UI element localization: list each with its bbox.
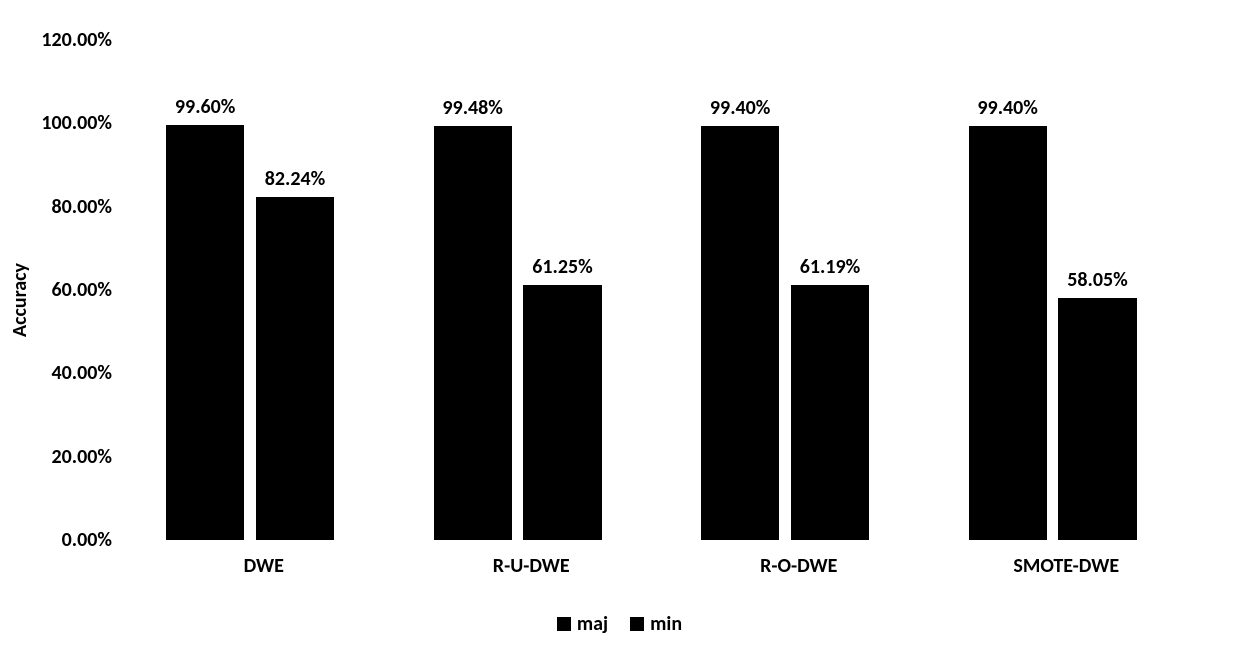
- y-tick-label: 0.00%: [62, 528, 130, 552]
- data-label-maj: 99.40%: [710, 96, 770, 126]
- y-tick-label: 60.00%: [52, 278, 130, 302]
- y-tick-label: 120.00%: [41, 28, 130, 52]
- bar-group: 99.48%61.25%R-U-DWE: [434, 40, 629, 540]
- bar-maj: [434, 126, 512, 541]
- category-label: R-U-DWE: [493, 540, 570, 578]
- y-tick-label: 20.00%: [52, 445, 130, 469]
- accuracy-bar-chart: Accuracy 0.00%20.00%40.00%60.00%80.00%10…: [0, 0, 1239, 651]
- legend: maj min: [0, 612, 1239, 636]
- data-label-min: 82.24%: [265, 167, 325, 197]
- category-label: DWE: [244, 540, 284, 578]
- legend-label: min: [650, 612, 682, 636]
- legend-label: maj: [577, 612, 608, 636]
- legend-item-min: min: [630, 612, 682, 636]
- data-label-maj: 99.40%: [977, 96, 1037, 126]
- bar-group: 99.60%82.24%DWE: [166, 40, 361, 540]
- category-label: SMOTE-DWE: [1013, 540, 1119, 578]
- bar-min: [791, 285, 869, 540]
- y-axis-title: Accuracy: [8, 263, 32, 337]
- data-label-maj: 99.48%: [442, 96, 502, 126]
- y-tick-label: 40.00%: [52, 361, 130, 385]
- data-label-min: 61.19%: [800, 255, 860, 285]
- y-tick-label: 80.00%: [52, 195, 130, 219]
- data-label-min: 58.05%: [1067, 268, 1127, 298]
- legend-swatch-icon: [557, 617, 571, 631]
- bar-min: [256, 197, 334, 540]
- y-tick-label: 100.00%: [41, 111, 130, 135]
- legend-item-maj: maj: [557, 612, 608, 636]
- data-label-min: 61.25%: [532, 255, 592, 285]
- legend-swatch-icon: [630, 617, 644, 631]
- bar-min: [1058, 298, 1136, 540]
- bar-group: 99.40%61.19%R-O-DWE: [701, 40, 896, 540]
- data-label-maj: 99.60%: [175, 95, 235, 125]
- bar-maj: [969, 126, 1047, 540]
- category-label: R-O-DWE: [760, 540, 837, 578]
- bar-group: 99.40%58.05%SMOTE-DWE: [969, 40, 1164, 540]
- bar-maj: [701, 126, 779, 540]
- bar-maj: [166, 125, 244, 540]
- bar-min: [523, 285, 601, 540]
- plot-area: 0.00%20.00%40.00%60.00%80.00%100.00%120.…: [130, 40, 1200, 540]
